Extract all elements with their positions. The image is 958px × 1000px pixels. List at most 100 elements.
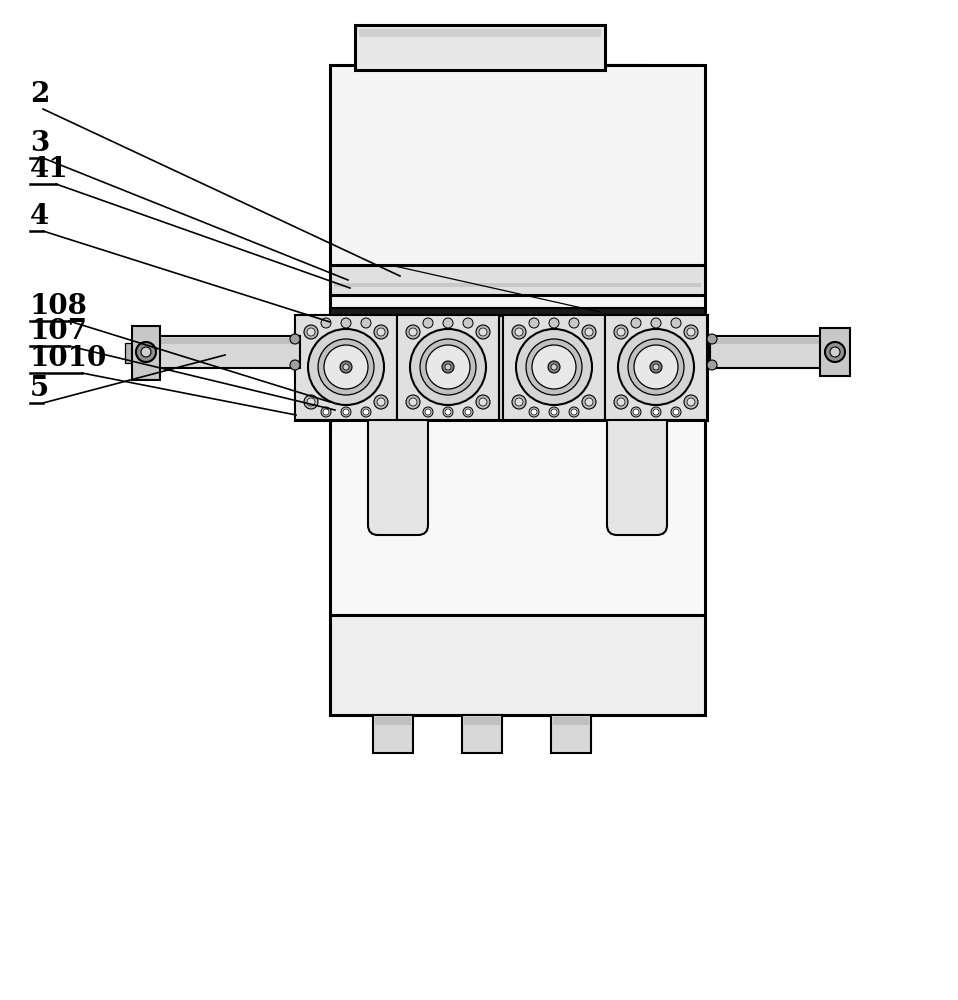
Circle shape	[409, 398, 417, 406]
Bar	[355, 25, 605, 70]
Circle shape	[516, 329, 592, 405]
Text: 2: 2	[30, 81, 50, 108]
Circle shape	[377, 398, 385, 406]
Circle shape	[443, 407, 453, 417]
Circle shape	[463, 318, 473, 328]
Circle shape	[307, 328, 315, 336]
Text: 5: 5	[30, 375, 49, 402]
Circle shape	[529, 318, 539, 328]
Bar	[330, 320, 705, 615]
Circle shape	[479, 398, 487, 406]
Bar	[553, 717, 589, 725]
Text: 108: 108	[30, 293, 88, 320]
Circle shape	[651, 407, 661, 417]
Circle shape	[323, 409, 329, 415]
Circle shape	[445, 364, 451, 370]
Circle shape	[830, 347, 840, 357]
Circle shape	[684, 395, 698, 409]
Circle shape	[548, 361, 560, 373]
Circle shape	[614, 325, 628, 339]
Circle shape	[363, 409, 369, 415]
Circle shape	[343, 409, 349, 415]
Bar	[157, 338, 298, 344]
Circle shape	[634, 345, 678, 389]
Bar	[375, 717, 411, 725]
Bar	[125, 343, 155, 363]
Bar	[334, 283, 701, 287]
Bar	[330, 308, 705, 320]
Text: 3: 3	[30, 130, 49, 157]
Circle shape	[307, 398, 315, 406]
Circle shape	[476, 395, 490, 409]
Circle shape	[340, 361, 352, 373]
Circle shape	[304, 395, 318, 409]
Circle shape	[463, 407, 473, 417]
Circle shape	[423, 407, 433, 417]
Circle shape	[825, 342, 845, 362]
Bar	[551, 715, 591, 753]
Circle shape	[324, 345, 368, 389]
Circle shape	[343, 364, 349, 370]
Circle shape	[673, 409, 679, 415]
Bar	[373, 715, 413, 753]
Bar	[590, 65, 645, 435]
Circle shape	[582, 395, 596, 409]
Circle shape	[406, 325, 420, 339]
FancyBboxPatch shape	[607, 405, 667, 535]
Circle shape	[569, 318, 579, 328]
Circle shape	[569, 407, 579, 417]
Text: 41: 41	[30, 156, 69, 183]
Bar	[359, 29, 601, 37]
Bar	[503, 315, 605, 420]
Bar	[712, 338, 828, 344]
Circle shape	[687, 328, 695, 336]
Circle shape	[707, 360, 717, 370]
Circle shape	[515, 398, 523, 406]
Circle shape	[549, 318, 559, 328]
Circle shape	[617, 328, 625, 336]
Circle shape	[571, 409, 577, 415]
Circle shape	[290, 360, 300, 370]
Circle shape	[443, 318, 453, 328]
Circle shape	[551, 364, 557, 370]
Circle shape	[290, 334, 300, 344]
Circle shape	[631, 407, 641, 417]
Circle shape	[707, 334, 717, 344]
Bar	[820, 328, 850, 376]
Circle shape	[410, 329, 486, 405]
Circle shape	[653, 409, 659, 415]
Circle shape	[341, 318, 351, 328]
Circle shape	[631, 318, 641, 328]
FancyBboxPatch shape	[368, 405, 428, 535]
Circle shape	[585, 328, 593, 336]
Circle shape	[671, 318, 681, 328]
Circle shape	[651, 318, 661, 328]
Circle shape	[406, 395, 420, 409]
Circle shape	[617, 398, 625, 406]
Circle shape	[515, 328, 523, 336]
Circle shape	[618, 329, 694, 405]
Circle shape	[318, 339, 374, 395]
Circle shape	[425, 409, 431, 415]
Circle shape	[420, 339, 476, 395]
Circle shape	[671, 407, 681, 417]
Circle shape	[549, 407, 559, 417]
Circle shape	[426, 345, 470, 389]
Circle shape	[633, 409, 639, 415]
Circle shape	[409, 328, 417, 336]
Bar	[710, 336, 830, 368]
Text: 4: 4	[30, 203, 49, 230]
Bar	[330, 265, 705, 295]
Circle shape	[321, 318, 331, 328]
Circle shape	[653, 364, 659, 370]
Bar	[605, 315, 707, 420]
Circle shape	[361, 407, 371, 417]
Circle shape	[141, 347, 151, 357]
Circle shape	[423, 318, 433, 328]
Circle shape	[614, 395, 628, 409]
Circle shape	[308, 329, 384, 405]
Circle shape	[442, 361, 454, 373]
Circle shape	[585, 398, 593, 406]
Circle shape	[479, 328, 487, 336]
Bar	[330, 615, 705, 715]
